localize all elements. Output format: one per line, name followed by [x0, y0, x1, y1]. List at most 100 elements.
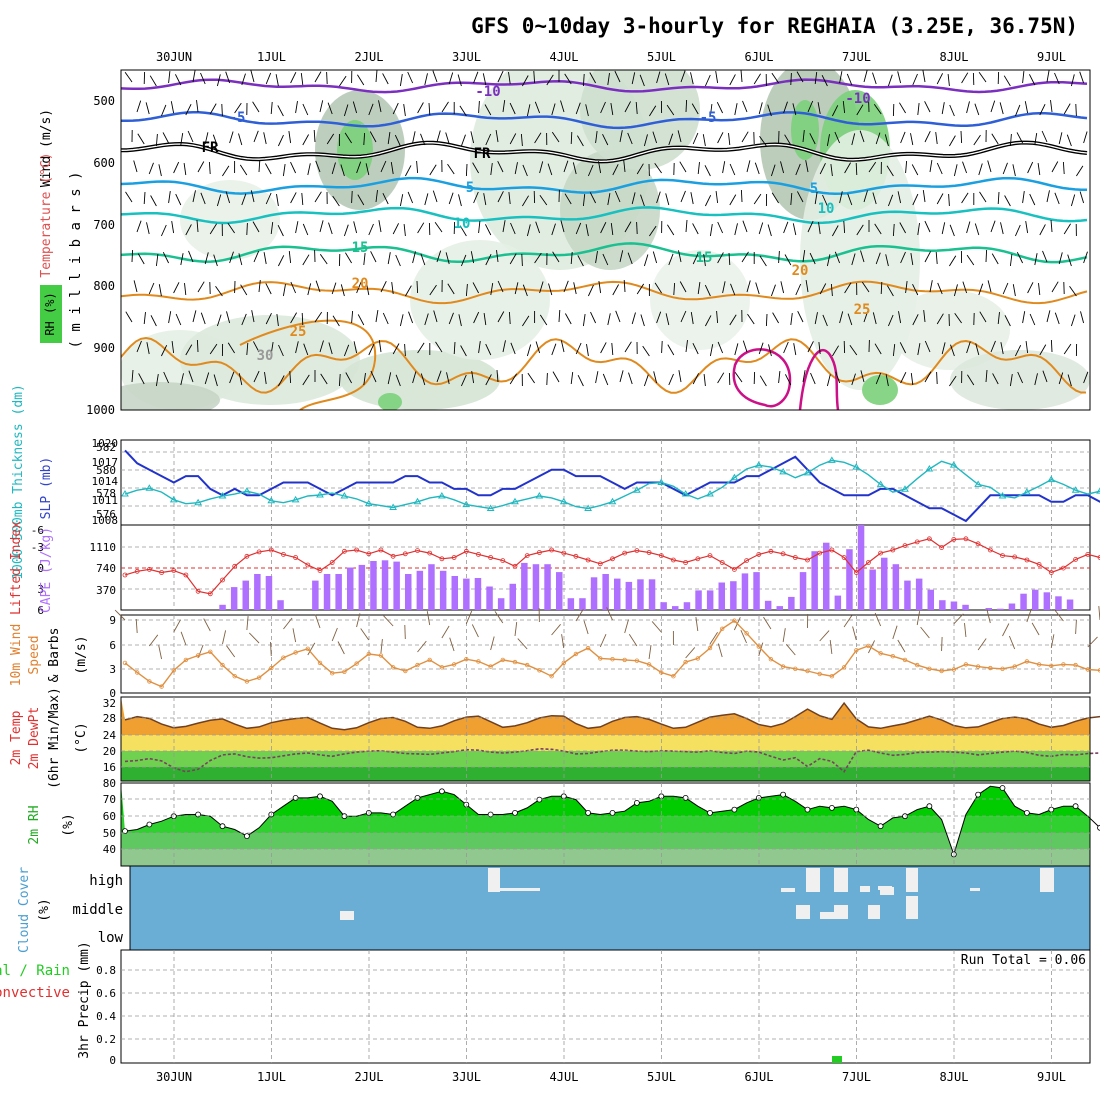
upper-wind-barb — [417, 222, 425, 234]
upper-wind-barb — [460, 345, 467, 357]
upper-wind-barb — [624, 341, 632, 353]
slp-tick-label: 1014 — [92, 475, 119, 488]
upper-wind-barb — [627, 252, 633, 265]
upper-wind-barb — [792, 103, 797, 116]
upper-wind-barb — [679, 281, 687, 293]
surface-wind-barb — [964, 623, 967, 638]
upper-wind-barb — [428, 102, 431, 116]
upper-wind-barb — [295, 221, 299, 234]
surface-wind-barb — [383, 615, 394, 627]
upper-wind-barb — [497, 191, 504, 203]
upper-wind-barb — [665, 193, 670, 206]
contour-label: -10 — [845, 91, 870, 107]
wind-speed-marker — [902, 657, 908, 663]
upper-wind-barb — [624, 221, 632, 233]
upper-wind-barb — [929, 280, 933, 293]
upper-wind-barb — [225, 191, 231, 204]
upper-wind-barb — [656, 311, 662, 324]
wind-speed-marker — [415, 662, 420, 668]
2m-rh-marker — [146, 821, 153, 828]
upper-wind-barb — [1054, 72, 1060, 85]
upper-wind-barb — [320, 373, 328, 385]
upper-wind-barb — [1046, 70, 1050, 83]
upper-wind-barb — [238, 373, 243, 386]
wind-axis-label-c: & Barbs — [47, 628, 62, 683]
upper-wind-barb — [602, 253, 609, 266]
bottom-day-label: 8JUL — [940, 1070, 969, 1084]
rh-shading-blob — [890, 290, 1010, 370]
wind-speed-marker — [281, 655, 286, 660]
upper-wind-barb — [146, 222, 150, 235]
li-axis-label: Lifted Index — [9, 521, 24, 615]
upper-wind-barb — [295, 101, 298, 114]
upper-wind-barb — [830, 283, 833, 297]
upper-wind-barb — [949, 135, 956, 147]
upper-wind-barb — [390, 162, 394, 175]
upper-wind-barb — [343, 344, 350, 357]
upper-wind-barb — [314, 191, 322, 203]
cape-bar — [358, 564, 366, 610]
upper-wind-barb — [288, 251, 292, 264]
wind-speed-marker — [720, 626, 725, 631]
upper-wind-barb — [834, 251, 841, 264]
upper-wind-barb — [1022, 71, 1025, 84]
rh-tick-label: 50 — [103, 827, 116, 840]
cape-bar — [614, 578, 621, 610]
upper-wind-barb — [897, 191, 902, 204]
thickness-tick-label: 576 — [96, 508, 116, 521]
upper-wind-barb — [690, 312, 694, 325]
rh-shading-blob — [378, 393, 402, 410]
upper-wind-barb — [196, 339, 199, 353]
upper-wind-barb — [508, 72, 511, 85]
upper-wind-barb — [615, 310, 621, 323]
bottom-day-label: 9JUL — [1037, 1070, 1066, 1084]
upper-wind-barb — [522, 75, 529, 87]
upper-wind-barb — [722, 161, 726, 174]
precip-panel-frame — [120, 949, 1091, 1064]
upper-wind-barb — [535, 341, 541, 354]
cape-bar — [764, 600, 772, 610]
cape-bar — [579, 598, 586, 610]
upper-wind-barb — [1034, 133, 1038, 146]
wind-speed-marker — [1061, 662, 1066, 667]
upper-wind-barb — [313, 129, 316, 143]
upper-wind-barb — [1066, 134, 1072, 147]
upper-wind-barb — [184, 283, 187, 296]
li-tick-label: 0 — [37, 562, 44, 575]
upper-wind-barb — [368, 343, 375, 356]
upper-wind-barb — [1063, 103, 1071, 115]
upper-wind-barb — [805, 160, 809, 173]
thickness-marker — [242, 487, 251, 494]
upper-wind-barb — [758, 222, 764, 235]
upper-wind-barb — [369, 131, 377, 143]
isotherm-line — [121, 242, 1088, 264]
upper-wind-barb — [953, 164, 958, 177]
upper-wind-barb — [253, 130, 259, 143]
upper-wind-barb — [872, 312, 877, 325]
wind-speed-marker — [488, 664, 493, 669]
upper-wind-barb — [640, 314, 645, 327]
upper-wind-barb — [484, 104, 492, 116]
upper-wind-barb — [534, 101, 541, 114]
rh-shading-blob — [800, 130, 920, 390]
rh-shading-blob — [580, 70, 700, 170]
upper-wind-barb — [924, 131, 931, 143]
upper-wind-barb — [539, 194, 548, 206]
upper-wind-barb — [784, 254, 792, 266]
upper-wind-barb — [834, 131, 841, 144]
wind-axis-unit: (m/s) — [74, 635, 89, 674]
upper-wind-barb — [270, 101, 273, 115]
upper-wind-barb — [434, 221, 443, 233]
surface-wind-barb — [920, 626, 930, 639]
upper-wind-barb — [664, 73, 670, 86]
top-day-label: 6JUL — [745, 50, 774, 64]
upper-wind-barb — [125, 191, 133, 203]
upper-wind-barb — [253, 341, 260, 353]
top-day-label: 5JUL — [647, 50, 676, 64]
thickness-marker — [1047, 475, 1056, 483]
surface-wind-barb — [763, 616, 772, 630]
upper-wind-barb — [802, 130, 805, 143]
slp-tick-label: 1011 — [92, 494, 119, 507]
upper-wind-barb — [552, 251, 560, 263]
